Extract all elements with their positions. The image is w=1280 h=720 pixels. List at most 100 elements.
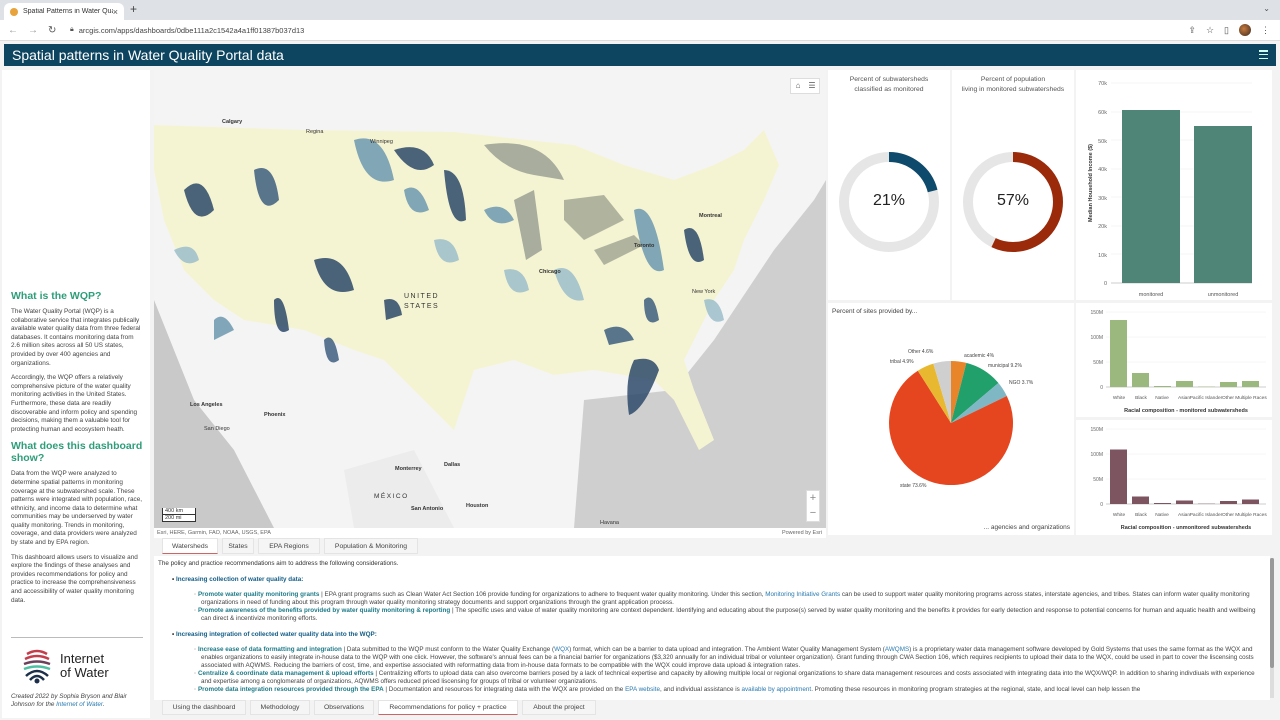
svg-text:Racial composition - monitored: Racial composition - monitored subwaters… <box>1124 408 1248 414</box>
browser-tab[interactable]: Spatial Patterns in Water Quali × <box>4 3 124 20</box>
svg-text:Asian: Asian <box>1178 395 1190 401</box>
svg-text:50M: 50M <box>1093 477 1103 483</box>
svg-text:Asian: Asian <box>1178 512 1190 518</box>
svg-text:UNITED: UNITED <box>404 293 439 300</box>
powered-by-esri[interactable]: Powered by Esri <box>781 530 822 536</box>
svg-text:Other 4.6%: Other 4.6% <box>908 349 934 355</box>
gauge-value: 57% <box>996 192 1030 209</box>
home-icon[interactable]: ⌂ <box>795 81 801 90</box>
url-text: arcgis.com/apps/dashboards/0dbe111a2c154… <box>78 25 305 35</box>
svg-text:0: 0 <box>1100 385 1103 391</box>
svg-text:150M: 150M <box>1090 310 1103 316</box>
profile-avatar[interactable] <box>1239 24 1251 36</box>
gauge-population-monitored: Percent of population living in monitored… <box>952 70 1074 300</box>
race-unmonitored-chart: 150M 100M 50M 0 White Black Native Asian Pacifi… <box>1076 420 1272 535</box>
svg-text:Native: Native <box>1155 395 1169 401</box>
tab-observations[interactable]: Observations <box>314 700 374 715</box>
tab-states[interactable]: States <box>222 538 254 554</box>
wqx-link[interactable]: WQX <box>554 646 570 653</box>
recommendations-scrollbar[interactable] <box>1270 558 1274 698</box>
svg-text:Regina: Regina <box>306 129 324 135</box>
back-icon[interactable]: ← <box>8 24 18 36</box>
svg-text:STATES: STATES <box>404 303 439 310</box>
sidepanel-icon[interactable]: ▯ <box>1224 24 1229 35</box>
gauge-subwatersheds-monitored: Percent of subwatersheds classified as mo… <box>828 70 950 300</box>
browser-tab-title: Spatial Patterns in Water Quali <box>23 8 113 15</box>
svg-text:Phoenix: Phoenix <box>264 412 286 418</box>
forward-icon[interactable]: → <box>28 24 38 36</box>
bar-unmonitored <box>1194 126 1252 283</box>
lock-icon: 🔒︎ <box>70 26 74 33</box>
svg-text:Houston: Houston <box>466 503 489 509</box>
svg-text:New York: New York <box>692 289 715 295</box>
map-label-calgary: Calgary <box>222 119 243 125</box>
scale-bar: 400 km 200 mi <box>162 508 196 522</box>
tab-about-project[interactable]: About the project <box>522 700 596 715</box>
race-unmonitored-svg: 150M 100M 50M 0 White Black Native Asian Pacifi… <box>1090 427 1267 531</box>
zoom-in-button[interactable]: + <box>809 492 817 504</box>
svg-text:White: White <box>1113 512 1126 518</box>
address-bar[interactable]: 🔒︎ arcgis.com/apps/dashboards/0dbe111a2c… <box>70 26 304 35</box>
browser-toolbar: ← → ↻ 🔒︎ arcgis.com/apps/dashboards/0dbe… <box>0 20 1280 41</box>
internet-of-water-logo: Internet of Water <box>22 648 109 684</box>
menu-icon[interactable]: ⋮ <box>1261 24 1270 35</box>
svg-text:Pacific Islander: Pacific Islander <box>1190 512 1223 518</box>
monitoring-initiative-grants-link[interactable]: Monitoring Initiative Grants <box>765 591 841 598</box>
paragraph-wqp-picture: Accordingly, the WQP offers a relatively… <box>11 374 138 433</box>
svg-text:academic 4%: academic 4% <box>964 353 995 359</box>
star-icon[interactable]: ☆ <box>1205 24 1215 35</box>
tab-recommendations[interactable]: Recommendations for policy + practice <box>378 700 518 715</box>
browser-tab-strip: Spatial Patterns in Water Quali × + ⌄ <box>0 0 1280 20</box>
dashboard-header: Spatial patterns in Water Quality Portal… <box>4 44 1276 66</box>
tab-watersheds[interactable]: Watersheds <box>162 538 218 554</box>
info-sidebar: What is the WQP? The Water Quality Porta… <box>2 70 150 718</box>
dashboard-title: Spatial patterns in Water Quality Portal… <box>12 47 284 63</box>
svg-text:10k: 10k <box>1098 253 1107 259</box>
svg-text:Multiple Races: Multiple Races <box>1235 512 1267 518</box>
legend-icon[interactable]: ☰ <box>808 81 816 90</box>
share-icon[interactable]: ⇪ <box>1188 24 1196 35</box>
svg-text:state 73.6%: state 73.6% <box>900 483 927 489</box>
svg-text:0: 0 <box>1100 502 1103 508</box>
list-item: Centralize & coordinate data management … <box>194 670 1266 686</box>
svg-text:40k: 40k <box>1098 167 1107 173</box>
watershed-map[interactable]: Calgary Regina Winnipeg Montreal Toronto… <box>154 70 826 538</box>
epa-website-link[interactable]: EPA website <box>625 686 660 693</box>
svg-text:Other: Other <box>1222 512 1234 518</box>
list-item: Promote awareness of the benefits provid… <box>194 607 1266 623</box>
paragraph-analysis: Data from the WQP were analyzed to deter… <box>11 470 143 547</box>
awqms-link[interactable]: AWQMS <box>884 646 910 653</box>
appointment-link[interactable]: available by appointment <box>741 686 812 693</box>
svg-text:monitored: monitored <box>1139 292 1163 298</box>
zoom-out-button[interactable]: − <box>809 507 817 519</box>
pie-title: Percent of sites provided by... <box>832 308 918 315</box>
tab-using-dashboard[interactable]: Using the dashboard <box>162 700 246 715</box>
svg-text:100M: 100M <box>1090 452 1103 458</box>
svg-text:50k: 50k <box>1098 139 1107 145</box>
list-item: Promote water quality monitoring grants … <box>194 591 1266 607</box>
map-toolbar: ⌂ ☰ <box>790 78 820 94</box>
tab-methodology[interactable]: Methodology <box>250 700 310 715</box>
close-tab-icon[interactable]: × <box>112 6 118 17</box>
internet-of-water-logo-icon <box>23 649 51 684</box>
svg-text:municipal 9.2%: municipal 9.2% <box>988 363 1022 369</box>
income-chart-svg: 70k 60k 50k 40k 30k 20k 10k 0 monitored unmoni… <box>1088 81 1252 298</box>
zoom-controls: + − <box>806 490 820 522</box>
tab-epa-regions[interactable]: EPA Regions <box>258 538 320 554</box>
tab-population-monitoring[interactable]: Population & Monitoring <box>324 538 418 554</box>
heading-what-dashboard-shows: What does this dashboard show? <box>11 440 143 465</box>
race-monitored-svg: 150M 100M 50M 0 White Black Native Asian Pacifi… <box>1090 310 1267 414</box>
svg-text:Montreal: Montreal <box>699 213 722 219</box>
hamburger-menu-icon[interactable] <box>1259 50 1268 59</box>
svg-text:NGO 3.7%: NGO 3.7% <box>1009 380 1034 386</box>
map-canvas[interactable]: Calgary Regina Winnipeg Montreal Toronto… <box>154 70 826 528</box>
svg-text:Los Angeles: Los Angeles <box>190 402 223 408</box>
tab-search-chevron-icon[interactable]: ⌄ <box>1263 4 1270 13</box>
new-tab-button[interactable]: + <box>130 2 138 16</box>
internet-of-water-link[interactable]: Internet of Water <box>56 701 103 708</box>
svg-text:Chicago: Chicago <box>539 269 561 275</box>
svg-text:tribal 4.9%: tribal 4.9% <box>890 359 914 365</box>
svg-text:Multiple Races: Multiple Races <box>1235 395 1267 401</box>
heading-increasing-integration: Increasing integration of collected wate… <box>172 631 1266 639</box>
reload-icon[interactable]: ↻ <box>48 24 57 36</box>
